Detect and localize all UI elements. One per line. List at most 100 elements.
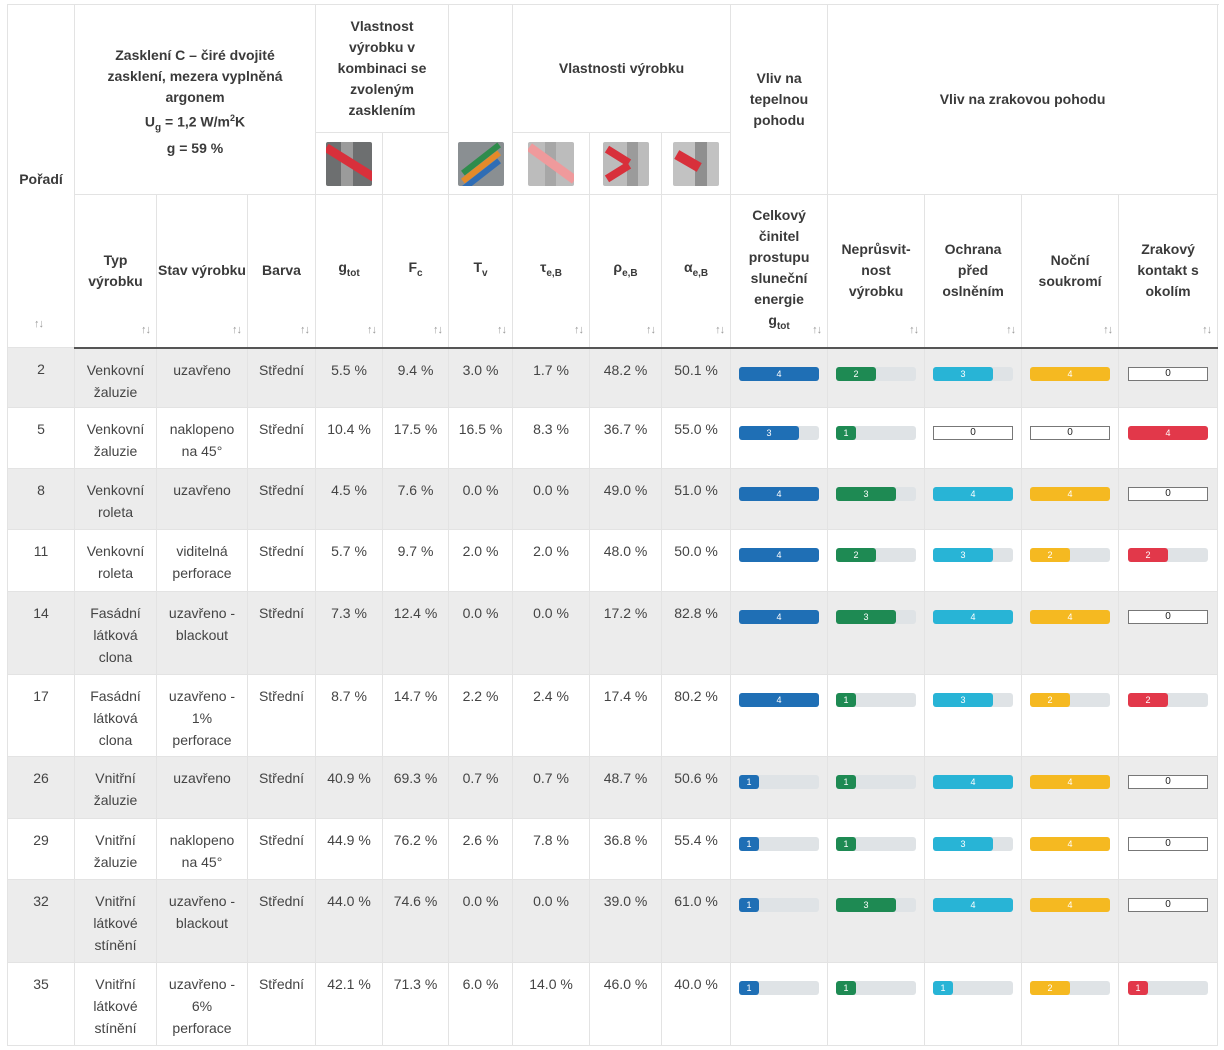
- cell-tau: 2.4 %: [512, 674, 591, 757]
- nepru-rating-bar: 2: [836, 548, 917, 562]
- col-barva[interactable]: Barva ↑↓: [246, 193, 317, 349]
- sort-icon[interactable]: ↑↓: [34, 318, 44, 330]
- cell-poradi: 8: [7, 468, 75, 530]
- zrakovy-rating-empty: 0: [1128, 487, 1209, 501]
- glazing-header: Zasklení C – čiré dvojité zasklení, meze…: [73, 4, 317, 195]
- cell-alpha: 50.0 %: [661, 529, 732, 592]
- nocni-rating-fill: 4: [1030, 837, 1111, 851]
- cell-ochrana: 4: [924, 879, 1023, 963]
- sort-icon[interactable]: ↑↓: [646, 323, 656, 336]
- ochrana-rating-bar: 3: [933, 548, 1014, 562]
- cell-barva: Střední: [246, 591, 317, 675]
- cell-tv: 0.0 %: [448, 879, 514, 963]
- cell-poradi: 14: [7, 591, 75, 675]
- sort-icon[interactable]: ↑↓: [300, 323, 310, 336]
- nepru-rating-bar: 3: [836, 487, 917, 501]
- col-gtot[interactable]: gtot ↑↓: [315, 193, 384, 349]
- sort-icon[interactable]: ↑↓: [141, 323, 151, 336]
- sort-icon[interactable]: ↑↓: [909, 323, 919, 336]
- col-zrakovy[interactable]: Zrakový kontakt s okolím ↑↓: [1118, 193, 1219, 349]
- zrakovy-rating-empty: 0: [1128, 775, 1209, 789]
- cell-stav: uzavřeno - blackout: [156, 879, 248, 963]
- cell-zrakovy: 0: [1118, 347, 1219, 408]
- fc-icon-cell: [382, 132, 450, 195]
- cell-tv: 0.0 %: [448, 591, 514, 675]
- cell-ochrana: 3: [924, 818, 1023, 880]
- col-tau[interactable]: τe,B ↑↓: [512, 193, 591, 349]
- sort-icon[interactable]: ↑↓: [497, 323, 507, 336]
- ochrana-rating-bar: 1: [933, 981, 1014, 995]
- table-row: 5 Venkovní žaluzie naklopeno na 45° Střední…: [7, 407, 1219, 469]
- col-nepru[interactable]: Neprůsvit-nost výrobku ↑↓: [827, 193, 926, 349]
- cell-stav: viditelná perforace: [156, 529, 248, 592]
- cell-poradi: 35: [7, 962, 75, 1046]
- nocni-rating-bar: 2: [1030, 981, 1111, 995]
- table-row: 14 Fasádní látková clona uzavřeno - blacko…: [7, 591, 1219, 675]
- col-fc[interactable]: Fc ↑↓: [382, 193, 450, 349]
- sort-icon[interactable]: ↑↓: [1202, 323, 1212, 336]
- col-celkovy[interactable]: Celkový činitel prostupu sluneční energi…: [730, 193, 829, 349]
- cell-tv: 0.7 %: [448, 756, 514, 819]
- sort-icon[interactable]: ↑↓: [715, 323, 725, 336]
- col-tv[interactable]: Tv ↑↓: [448, 193, 514, 349]
- table-row: 17 Fasádní látková clona uzavřeno - 1% per…: [7, 674, 1219, 757]
- ochrana-rating-empty: 0: [933, 426, 1014, 440]
- cell-nepru: 1: [827, 756, 926, 819]
- sort-icon[interactable]: ↑↓: [433, 323, 443, 336]
- cell-nocni: 2: [1021, 962, 1120, 1046]
- cell-barva: Střední: [246, 529, 317, 592]
- cell-stav: uzavřeno: [156, 468, 248, 530]
- cell-gtot: 5.7 %: [315, 529, 384, 592]
- table-body: 2 Venkovní žaluzie uzavřeno Střední 5.5 % 9.4…: [7, 347, 1219, 1046]
- cell-alpha: 55.0 %: [661, 407, 732, 469]
- col-ochrana[interactable]: Ochrana před oslněním ↑↓: [924, 193, 1023, 349]
- thermal-rating-fill: 1: [739, 837, 760, 851]
- cell-fc: 12.4 %: [382, 591, 450, 675]
- cell-tau: 8.3 %: [512, 407, 591, 469]
- thermal-rating-bar: 3: [739, 426, 820, 440]
- props-header: Vlastnosti výrobku: [512, 3, 732, 134]
- cell-nocni: 4: [1021, 591, 1120, 675]
- ochrana-rating-fill: 3: [933, 693, 994, 707]
- cell-poradi: 26: [7, 756, 75, 819]
- sort-icon[interactable]: ↑↓: [232, 323, 242, 336]
- col-rho[interactable]: ρe,B ↑↓: [589, 193, 663, 349]
- col-typ[interactable]: Typ výrobku ↑↓: [74, 193, 157, 349]
- nocni-rating-fill: 2: [1030, 693, 1071, 707]
- cell-stav: naklopeno na 45°: [156, 407, 248, 469]
- tv-icon: [457, 141, 504, 186]
- cell-tv: 2.0 %: [448, 529, 514, 592]
- col-alpha[interactable]: αe,B ↑↓: [661, 193, 732, 349]
- cell-gtot: 7.3 %: [315, 591, 384, 675]
- ochrana-rating-bar: 4: [933, 487, 1014, 501]
- nepru-rating-bar: 1: [836, 693, 917, 707]
- sort-icon[interactable]: ↑↓: [574, 323, 584, 336]
- zrakovy-rating-fill: 4: [1128, 426, 1209, 440]
- cell-ochrana: 3: [924, 529, 1023, 592]
- sort-icon[interactable]: ↑↓: [812, 323, 822, 336]
- thermal-rating-bar: 4: [739, 548, 820, 562]
- zrakovy-rating-empty: 0: [1128, 898, 1209, 912]
- nepru-rating-fill: 1: [836, 837, 857, 851]
- cell-nepru: 3: [827, 468, 926, 530]
- cell-gtot: 10.4 %: [315, 407, 384, 469]
- cell-poradi: 5: [7, 407, 75, 469]
- col-nocni[interactable]: Noční soukromí ↑↓: [1021, 193, 1120, 349]
- thermal-rating-fill: 1: [739, 775, 760, 789]
- cell-nepru: 3: [827, 591, 926, 675]
- cell-rho: 36.8 %: [589, 818, 663, 880]
- poradi-header[interactable]: Pořadí ↑↓: [7, 4, 75, 348]
- nepru-rating-bar: 3: [836, 610, 917, 624]
- sort-icon[interactable]: ↑↓: [1006, 323, 1016, 336]
- cell-gtot: 5.5 %: [315, 347, 384, 408]
- glazing-ug: Ug = 1,2 W/m2K: [144, 113, 246, 134]
- cell-tau: 14.0 %: [512, 962, 591, 1046]
- col-stav[interactable]: Stav výrobku ↑↓: [156, 193, 248, 349]
- cell-ochrana: 4: [924, 591, 1023, 675]
- sort-icon[interactable]: ↑↓: [1103, 323, 1113, 336]
- cell-poradi: 29: [7, 818, 75, 880]
- alpha-icon: [673, 141, 720, 186]
- sort-icon[interactable]: ↑↓: [367, 323, 377, 336]
- tau-icon-cell: [512, 132, 591, 195]
- thermal-rating-bar: 4: [739, 693, 820, 707]
